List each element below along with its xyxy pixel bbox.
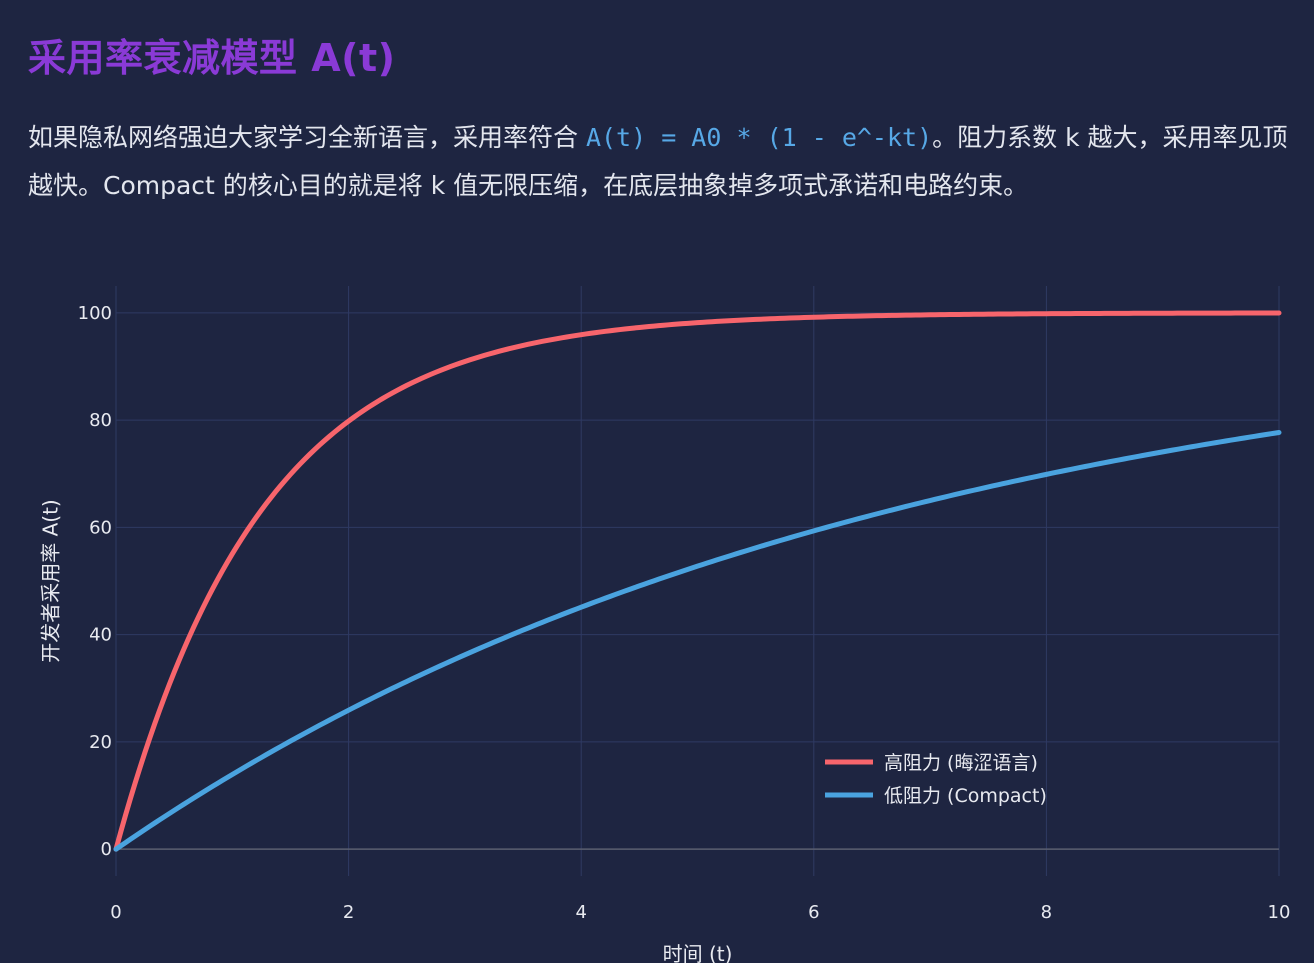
legend-label[interactable]: 高阻力 (晦涩语言) (884, 752, 1038, 774)
y-tick-label: 60 (89, 517, 112, 538)
page-title: 采用率衰减模型 A(t) (28, 36, 396, 80)
y-tick-label: 20 (89, 732, 112, 753)
x-tick-label: 6 (808, 902, 819, 923)
series-layer (113, 310, 1282, 852)
y-axis-title: 开发者采用率 A(t) (39, 499, 63, 663)
x-tick-label: 10 (1268, 902, 1291, 923)
y-tick-label: 80 (89, 410, 112, 431)
x-tick-label: 8 (1041, 902, 1052, 923)
grid-layer (115, 286, 1280, 876)
legend-label[interactable]: 低阻力 (Compact) (884, 785, 1047, 807)
series-line-1 (113, 430, 1282, 852)
chart-legend[interactable]: 高阻力 (晦涩语言) 低阻力 (Compact) (825, 752, 1047, 807)
x-axis-title: 时间 (t) (663, 942, 733, 963)
formula-text: A(t) = A0 * (1 - e^-kt) (585, 123, 933, 152)
x-tick-label: 4 (575, 902, 586, 923)
intro-text-2: 。阻力系数 k 越大，采用率见顶越快。Compact 的核心目的就是将 k 值无… (28, 123, 1288, 200)
x-tick-label: 0 (110, 902, 121, 923)
x-tick-label: 2 (343, 902, 354, 923)
y-tick-label: 0 (101, 839, 112, 860)
series-line-0 (113, 310, 1282, 852)
y-tick-label: 40 (89, 625, 112, 646)
y-tick-label: 100 (78, 303, 112, 324)
intro-paragraph: 如果隐私网络强迫大家学习全新语言，采用率符合 A(t) = A0 * (1 - … (28, 114, 1298, 210)
intro-text-1: 如果隐私网络强迫大家学习全新语言，采用率符合 (28, 123, 586, 152)
